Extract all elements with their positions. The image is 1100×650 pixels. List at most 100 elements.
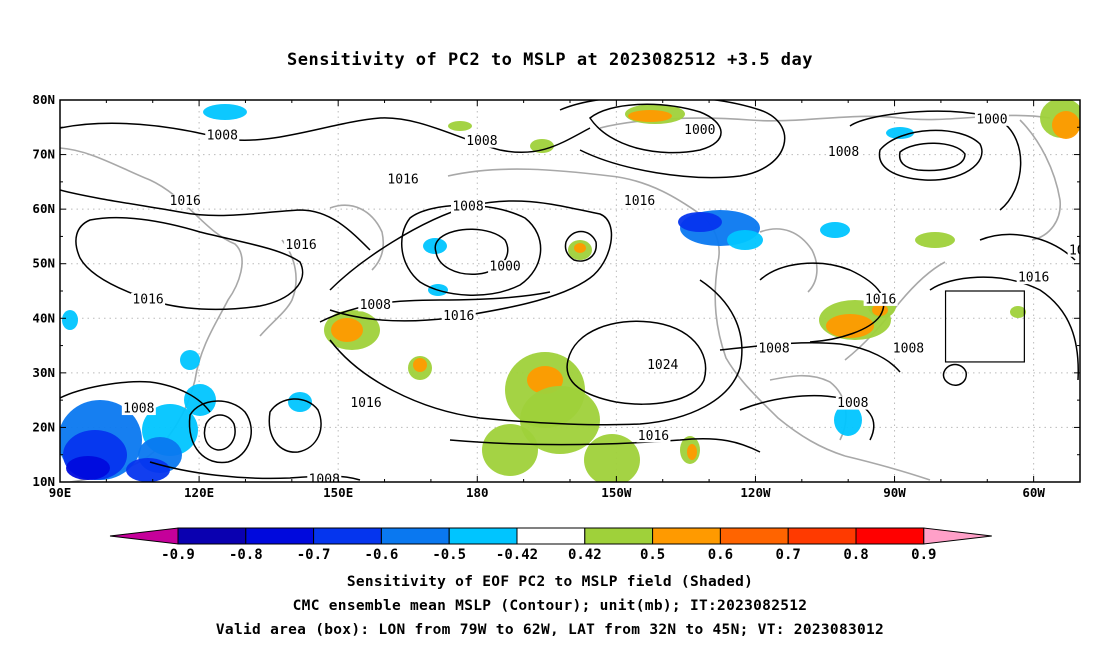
contour-label: 1000 xyxy=(489,260,520,275)
contour-1008-pacific-low xyxy=(268,398,322,453)
sensitivity-blob xyxy=(482,424,538,476)
valid-area-box xyxy=(944,290,1025,363)
contour-label: 1016 xyxy=(132,292,163,307)
sensitivity-blob xyxy=(628,110,672,122)
contour-label: 1008 xyxy=(207,129,238,144)
contour-label: 1016 xyxy=(350,396,381,411)
contour-label-bg xyxy=(121,402,156,416)
lat-label: 60N xyxy=(32,201,55,216)
sensitivity-blob xyxy=(584,434,640,482)
colorbar-segment xyxy=(313,527,382,545)
contour-1016-north xyxy=(60,189,371,251)
contour-label-bg xyxy=(974,112,1009,126)
contour-label: 1016 xyxy=(285,238,316,253)
contour-label-bg xyxy=(835,396,870,410)
contour-label-bg xyxy=(488,260,523,274)
contour-atlantic-low xyxy=(942,363,967,386)
contour-label-bg xyxy=(636,429,671,443)
sensitivity-blob xyxy=(834,404,862,436)
colorbar-label: 0.8 xyxy=(843,547,868,563)
colorbar-label: 0.9 xyxy=(911,547,936,563)
sensitivity-blob xyxy=(184,384,216,416)
colorbar-segment xyxy=(652,527,721,545)
sensitivity-blob xyxy=(448,121,472,131)
contour-1008-asia xyxy=(60,380,211,413)
contour-1008-small-low xyxy=(564,230,597,262)
colorbar-segment xyxy=(516,527,586,545)
coastline-gulf xyxy=(769,374,847,441)
coastline-north-america-west xyxy=(714,261,846,457)
contour-label-bg xyxy=(168,194,203,208)
sensitivity-blob xyxy=(574,243,586,253)
sensitivity-blob xyxy=(886,127,914,139)
lon-label: 120W xyxy=(740,485,771,500)
contour-1008-bering xyxy=(401,204,542,296)
caption-line-2: CMC ensemble mean MSLP (Contour); unit(m… xyxy=(292,598,808,614)
contour-1008-typhoon-outer xyxy=(188,400,253,464)
map-panel: 1008 1008 1000 1008 1000 1016 1016 1016 1008 1016… xyxy=(60,100,1080,482)
contour-label-bg xyxy=(464,134,499,148)
lat-label: 70N xyxy=(32,147,55,162)
sensitivity-blob xyxy=(331,318,363,342)
sensitivity-blob xyxy=(288,392,312,412)
contour-label-bg xyxy=(863,292,898,306)
sensitivity-blob xyxy=(126,458,170,482)
contour-label: 1016 xyxy=(624,194,655,209)
coastline-hudson xyxy=(759,228,818,293)
coastline-japan xyxy=(259,239,297,337)
sensitivity-blob xyxy=(203,104,247,120)
contour-1000-eastern-low xyxy=(878,129,983,181)
lat-label: 20N xyxy=(32,419,55,434)
contour-label: 1008 xyxy=(828,145,859,160)
sensitivity-blob xyxy=(62,310,78,330)
contour-label: 1008 xyxy=(758,342,789,357)
contour-996-eastern-low xyxy=(898,142,966,172)
contour-label: 1016 xyxy=(1018,271,1049,286)
sensitivity-blob xyxy=(66,456,110,480)
contour-label: 1008 xyxy=(837,396,868,411)
lon-label: 120E xyxy=(184,485,214,500)
contour-label-bg xyxy=(131,292,166,306)
sensitivity-blob xyxy=(1052,111,1080,139)
contour-1000-bering-low xyxy=(434,228,509,275)
lon-label: 60W xyxy=(1022,485,1045,500)
contour-label-bg xyxy=(349,396,383,410)
contour-1008-north xyxy=(60,117,591,154)
caption-line-3: Valid area (box): LON from 79W to 62W, L… xyxy=(215,622,885,638)
lat-label: 50N xyxy=(32,256,55,271)
colorbar-segment xyxy=(448,527,518,545)
contour-label-bg xyxy=(441,309,476,323)
contour-label-bg xyxy=(205,129,240,143)
lon-label: 90W xyxy=(883,485,906,500)
contour-label: 1008 xyxy=(123,402,154,417)
colorbar-label: -0.9 xyxy=(161,547,195,563)
contour-label: 1024 xyxy=(647,358,678,373)
chart-title: Sensitivity of PC2 to MSLP at 2023082512… xyxy=(286,50,813,70)
lat-label: 80N xyxy=(32,92,55,107)
contour-label-bg xyxy=(284,238,319,252)
caption-line-1: Sensitivity of EOF PC2 to MSLP field (Sh… xyxy=(346,574,754,590)
latitude-labels: 80N 70N 60N 50N 40N 30N 20N 10N xyxy=(32,92,55,489)
colorbar-label: 0.5 xyxy=(640,547,665,563)
contour-label: 1016 xyxy=(443,309,474,324)
colorbar-label: -0.8 xyxy=(229,547,263,563)
contour-label-bg xyxy=(682,123,717,137)
contour-1008-north-atlantic xyxy=(979,233,1076,261)
colorbar-label: -0.5 xyxy=(432,547,466,563)
colorbar-segment xyxy=(380,527,450,545)
colorbar-segment xyxy=(787,527,857,545)
sensitivity-blob xyxy=(678,212,722,232)
contour-label: 1016 xyxy=(638,429,669,444)
colorbar-segment xyxy=(719,527,789,545)
contour-1000-arctic-low xyxy=(588,103,722,154)
colorbar-right-arrow xyxy=(923,527,992,545)
colorbar-left-arrow xyxy=(109,527,179,545)
sensitivity-blob xyxy=(413,358,427,372)
sensitivity-blob xyxy=(520,386,600,454)
colorbar-label: 0.7 xyxy=(776,547,801,563)
contour-1008-us xyxy=(719,341,901,373)
contour-label: 1016 xyxy=(387,172,418,187)
contour-1016-bering xyxy=(329,200,613,322)
sensitivity-blob xyxy=(180,350,200,370)
